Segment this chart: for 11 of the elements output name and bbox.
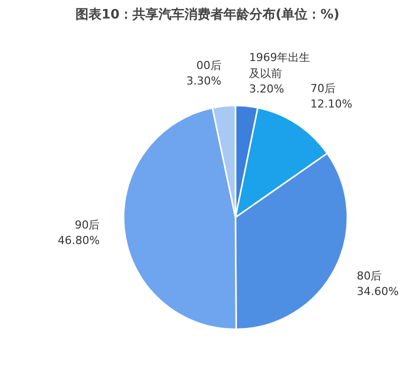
slice-label: 90后 [74, 218, 100, 232]
data-label: 34.60% [356, 285, 399, 298]
slice-label: 1969年出生及以前 [249, 51, 310, 80]
slice-label: 00后 [196, 59, 222, 72]
chart-title: 图表10：共享汽车消费者年龄分布(单位：%) [76, 6, 340, 22]
data-label: 3.30% [186, 74, 222, 88]
slice-label: 70后 [310, 82, 336, 96]
data-label: 12.10% [310, 98, 352, 111]
data-label: 46.80% [58, 234, 100, 248]
data-label: 3.20% [249, 82, 284, 96]
slice-label: 80后 [356, 270, 382, 283]
